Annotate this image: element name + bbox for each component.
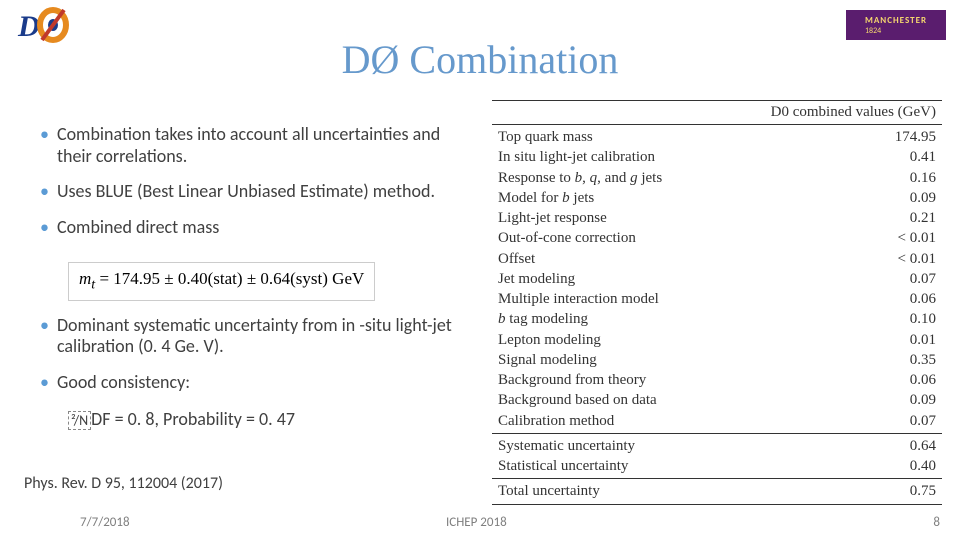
table-row-value: 0.64 [876,436,936,456]
table-row-value: 0.21 [876,208,936,228]
table-row-value: 0.41 [876,147,936,167]
combined-values-table: . D0 combined values (GeV) Top quark mas… [492,100,942,505]
table-row-label: Statistical uncertainty [498,456,628,476]
table-row-value: 0.01 [876,330,936,350]
bullet-text: Combination takes into account all uncer… [57,124,460,167]
table-row-value: 0.06 [876,370,936,390]
table-row-value: 0.09 [876,390,936,410]
bullet-text: Uses BLUE (Best Linear Unbiased Estimate… [57,181,435,203]
table-row: b tag modeling 0.10 [498,309,936,329]
table-row-label: Multiple interaction model [498,289,659,309]
chi-rest: DF = 0. 8, Probability = 0. 47 [91,408,295,430]
table-header-row: . D0 combined values (GeV) [492,100,942,125]
bullet-text: Combined direct mass [57,217,219,239]
table-row-value: 0.40 [876,456,936,476]
table-row-label: Lepton modeling [498,330,601,350]
table-row: Out-of-cone correction < 0.01 [498,228,936,248]
table-row-label: Background based on data [498,390,657,410]
table-total: Total uncertainty 0.75 [492,479,942,504]
table-row-value: 0.75 [876,481,936,501]
table-row-label: Light-jet response [498,208,607,228]
table-row-label: Out-of-cone correction [498,228,636,248]
table-row-value: 0.06 [876,289,936,309]
bullet-marker-icon: • [40,217,49,239]
footer-date: 7/7/2018 [80,515,130,530]
table-row-value: 0.35 [876,350,936,370]
bullet-marker-icon: • [40,372,49,394]
bullet-text: Good consistency: [57,372,190,394]
table-row-label: b tag modeling [498,309,588,329]
table-summary: Systematic uncertainty0.64Statistical un… [492,434,942,480]
table-row: In situ light-jet calibration 0.41 [498,147,936,167]
table-body: Top quark mass174.95In situ light-jet ca… [492,125,942,434]
table-row: Jet modeling 0.07 [498,269,936,289]
table-row: Lepton modeling 0.01 [498,330,936,350]
table-row-label: Jet modeling [498,269,575,289]
footer-conference: ICHEP 2018 [446,515,507,530]
table-row-value: < 0.01 [876,249,936,269]
table-row-label: Model for b jets [498,188,594,208]
table-row-label: Response to b, q, and g jets [498,168,662,188]
table-row-label: Top quark mass [498,127,593,147]
table-row-label: Offset [498,249,535,269]
table-row: Systematic uncertainty 0.64 [498,436,936,456]
table-row-value: 0.10 [876,309,936,329]
table-row: Response to b, q, and g jets 0.16 [498,168,936,188]
table-row: Top quark mass 174.95 [498,127,936,147]
slide-title: DØ Combination [0,36,960,83]
mass-formula: mt = 174.95 ± 0.40(stat) ± 0.64(syst) Ge… [68,262,375,300]
manchester-logo-text: MANCHESTER [865,15,927,26]
manchester-logo-year: 1824 [865,26,927,36]
table-row-label: Signal modeling [498,350,597,370]
table-row: Model for b jets 0.09 [498,188,936,208]
bullet-text: Dominant systematic uncertainty from in … [57,315,460,358]
table-row: Statistical uncertainty 0.40 [498,456,936,476]
table-row-label: Total uncertainty [498,481,600,501]
table-row: Multiple interaction model 0.06 [498,289,936,309]
table-row: Calibration method 0.07 [498,411,936,431]
chi-box: ²/N [68,411,91,430]
table-row-value: 0.07 [876,411,936,431]
footer-page-number: 8 [933,515,940,530]
table-row-label: In situ light-jet calibration [498,147,655,167]
table-row-value: 0.16 [876,168,936,188]
table-row-value: 0.09 [876,188,936,208]
table-row: Offset < 0.01 [498,249,936,269]
table-row: Background from theory 0.06 [498,370,936,390]
bullet-marker-icon: • [40,124,49,146]
table-row-label: Calibration method [498,411,614,431]
chi-square-line: ²/NDF = 0. 8, Probability = 0. 47 [68,408,460,430]
bullet-list: • Combination takes into account all unc… [40,124,460,430]
table-row-value: 174.95 [876,127,936,147]
table-header: D0 combined values (GeV) [771,104,936,121]
table-row-value: < 0.01 [876,228,936,248]
table-row-value: 0.07 [876,269,936,289]
table-row: Light-jet response 0.21 [498,208,936,228]
table-row: Total uncertainty 0.75 [498,481,936,501]
bullet-marker-icon: • [40,181,49,203]
table-row-label: Background from theory [498,370,646,390]
table-row-label: Systematic uncertainty [498,436,635,456]
table-row: Background based on data 0.09 [498,390,936,410]
reference-citation: Phys. Rev. D 95, 112004 (2017) [24,474,223,493]
table-row: Signal modeling 0.35 [498,350,936,370]
bullet-marker-icon: • [40,315,49,337]
